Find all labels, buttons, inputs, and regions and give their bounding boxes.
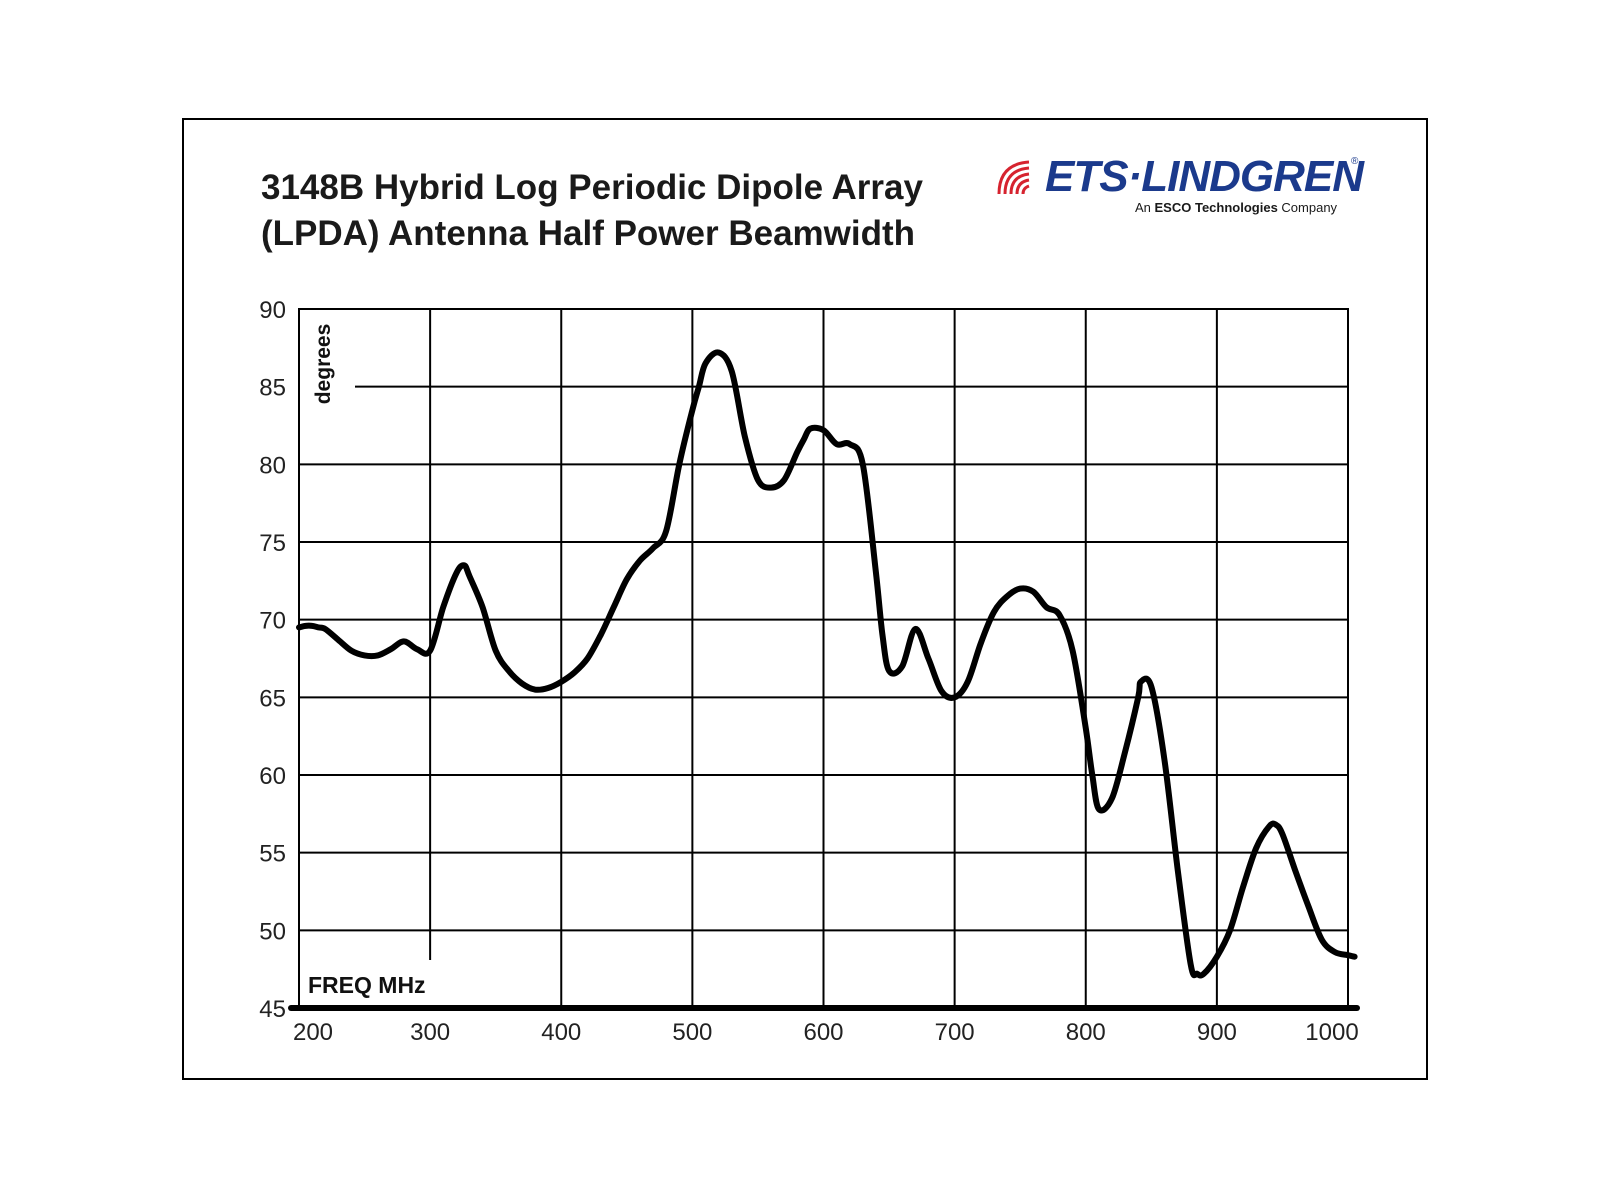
x-tick-label-900: 900 bbox=[1197, 1019, 1237, 1046]
x-tick-label-400: 400 bbox=[541, 1019, 581, 1046]
logo-wordmark: ETS·LINDGREN bbox=[1045, 152, 1364, 201]
chart-title-line2: (LPDA) Antenna Half Power Beamwidth bbox=[261, 214, 916, 253]
x-tick-label-1000: 1000 bbox=[1305, 1019, 1358, 1046]
y-tick-label-75: 75 bbox=[259, 530, 286, 557]
y-tick-labels: 45 50 55 60 65 70 75 80 85 90 bbox=[259, 297, 286, 1023]
x-axis-label: FREQ MHz bbox=[308, 972, 426, 998]
y-tick-label-60: 60 bbox=[259, 763, 286, 790]
x-tick-label-300: 300 bbox=[410, 1019, 450, 1046]
x-tick-label-500: 500 bbox=[672, 1019, 712, 1046]
x-tick-label-200: 200 bbox=[293, 1019, 333, 1046]
y-tick-label-55: 55 bbox=[259, 841, 286, 868]
chart-frame bbox=[182, 118, 1428, 1080]
x-tick-label-600: 600 bbox=[803, 1019, 843, 1046]
y-tick-label-90: 90 bbox=[259, 297, 286, 324]
y-tick-label-70: 70 bbox=[259, 608, 286, 635]
y-tick-label-50: 50 bbox=[259, 918, 286, 945]
x-tick-label-800: 800 bbox=[1066, 1019, 1106, 1046]
logo-tagline-bold: ESCO Technologies bbox=[1154, 200, 1278, 215]
x-tick-labels: 200 300 400 500 600 700 800 900 1000 bbox=[293, 1019, 1359, 1046]
logo-tagline-suffix: Company bbox=[1277, 200, 1338, 215]
ets-lindgren-logo: ETS·LINDGREN ® An ESCO Technologies Comp… bbox=[995, 152, 1365, 222]
registered-mark: ® bbox=[1351, 156, 1359, 167]
series-line-0 bbox=[296, 349, 1358, 979]
y-tick-label-85: 85 bbox=[259, 375, 286, 402]
chart-title-line1: 3148B Hybrid Log Periodic Dipole Array bbox=[261, 168, 923, 207]
logo-tagline-prefix: An bbox=[1135, 200, 1155, 215]
chart-grid bbox=[288, 308, 1360, 1011]
logo-tagline: An ESCO Technologies Company bbox=[1135, 200, 1337, 215]
y-tick-label-80: 80 bbox=[259, 452, 286, 479]
y-tick-label-45: 45 bbox=[259, 996, 286, 1023]
chart-title: 3148B Hybrid Log Periodic Dipole Array (… bbox=[261, 165, 1001, 257]
y-tick-label-65: 65 bbox=[259, 685, 286, 712]
x-tick-label-700: 700 bbox=[935, 1019, 975, 1046]
y-axis-label: degrees bbox=[312, 324, 335, 405]
series-group bbox=[296, 349, 1358, 979]
signal-waves-icon bbox=[997, 160, 1030, 195]
